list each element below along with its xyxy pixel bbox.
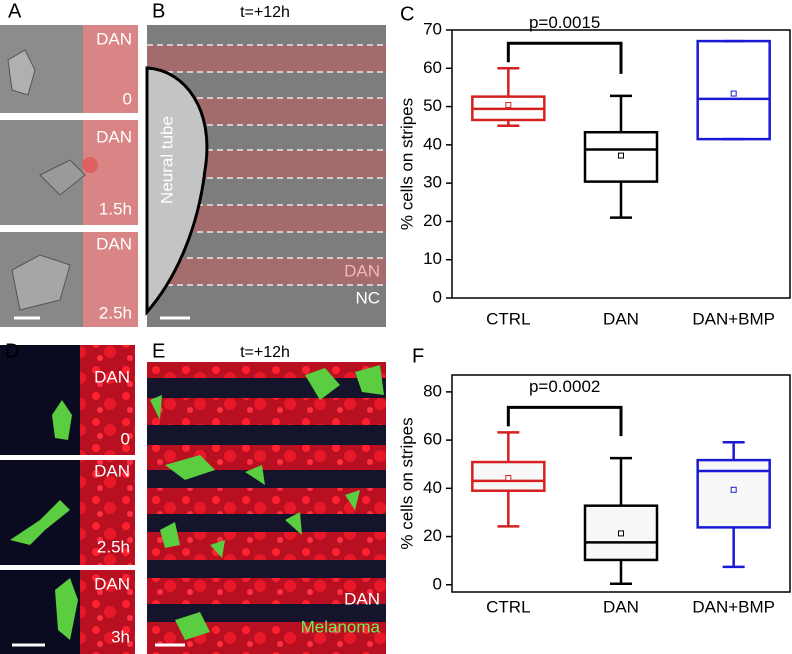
y-tick-label: 10 (423, 249, 442, 268)
box (583, 130, 659, 183)
y-tick-label: 20 (423, 211, 442, 230)
mean (505, 474, 512, 481)
tissue-label: Neural tube (157, 116, 176, 204)
axes-frame (451, 29, 791, 299)
mean (618, 152, 624, 159)
panel-a: A DAN 0 DAN 1.5h DAN 2.5h (0, 0, 138, 327)
mean (730, 486, 737, 493)
x-tick-label: DAN+BMP (692, 597, 775, 616)
y-tick-label: 80 (423, 381, 442, 400)
panel-label: C (400, 3, 414, 25)
panel-d: D DAN 0 DAN 2.5h DAN 3h (0, 340, 135, 654)
box (696, 39, 771, 141)
y-tick-label: 0 (433, 287, 442, 306)
time-label: 2.5h (99, 303, 132, 322)
x-tick-label: DAN (603, 597, 639, 616)
x-tick-label: CTRL (486, 309, 530, 328)
cells-label: NC (355, 288, 380, 307)
axes-frame (451, 374, 791, 593)
x-tick-label: DAN (603, 309, 639, 328)
cells-label: Melanoma (301, 617, 381, 636)
stripe-label: DAN (96, 127, 132, 146)
mean (730, 90, 737, 97)
mean (505, 102, 512, 109)
panel-title: t=+12h (240, 4, 290, 21)
panel-title: t=+12h (240, 344, 290, 361)
significance-bracket (506, 41, 623, 74)
panel-b: B t=+12h Neural tube DAN NC (145, 0, 386, 327)
panel-label: F (412, 345, 424, 367)
panel-label: A (8, 0, 22, 22)
y-tick-label: 70 (423, 19, 442, 38)
annotation: p=0.0015 (529, 13, 600, 32)
time-label: 3h (111, 627, 130, 646)
time-label: 0 (123, 89, 132, 108)
panel-label: E (152, 340, 165, 362)
annotation: p=0.0002 (529, 377, 600, 396)
stripe-label: DAN (96, 29, 132, 48)
stripe-label: DAN (94, 574, 130, 593)
y-tick-label: 40 (423, 134, 442, 153)
time-label: 1.5h (99, 199, 132, 218)
significance-bracket (506, 405, 623, 437)
stripe-label: DAN (94, 367, 130, 386)
y-tick-label: 0 (433, 574, 442, 593)
time-label: 2.5h (97, 537, 130, 556)
stripe-label: DAN (344, 261, 380, 280)
y-tick-label: 20 (423, 526, 442, 545)
y-axis-label: % cells on stripes (397, 417, 416, 549)
stripe-label: DAN (344, 589, 380, 608)
time-label: 0 (121, 429, 130, 448)
panel-label: D (5, 340, 19, 362)
x-tick-label: DAN+BMP (692, 309, 775, 328)
y-tick-label: 30 (423, 173, 442, 192)
y-tick-label: 60 (423, 58, 442, 77)
panel-e: E t=+12h DAN Melanoma (147, 340, 386, 654)
y-tick-label: 60 (423, 430, 442, 449)
y-tick-label: 40 (423, 478, 442, 497)
stripe-label: DAN (96, 234, 132, 253)
mean (618, 530, 624, 537)
panel-label: B (152, 0, 165, 22)
y-axis-label: % cells on stripes (397, 98, 416, 230)
stripe-label: DAN (94, 461, 130, 480)
y-tick-label: 50 (423, 96, 442, 115)
x-tick-label: CTRL (486, 597, 530, 616)
